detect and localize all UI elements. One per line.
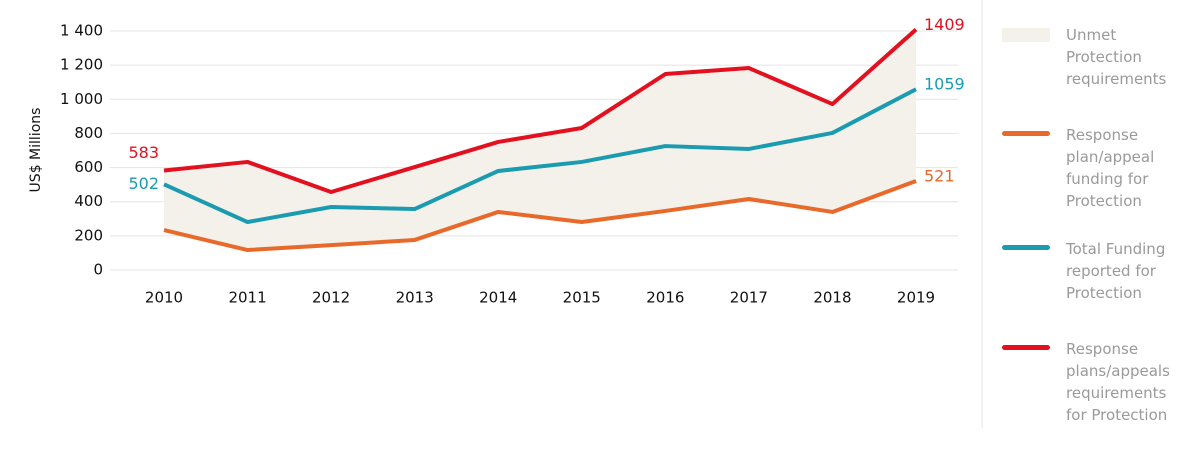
x-tick-label: 2013 (396, 289, 434, 307)
value-label: 583 (128, 143, 159, 162)
legend-swatch (1002, 28, 1050, 42)
y-tick-label: 0 (93, 261, 103, 279)
x-tick-label: 2019 (897, 289, 935, 307)
y-tick-label: 800 (74, 124, 103, 142)
x-tick-label: 2016 (646, 289, 684, 307)
y-tick-label: 1 000 (60, 90, 103, 108)
x-tick-label: 2012 (312, 289, 350, 307)
value-label: 521 (924, 167, 955, 186)
legend-label: Unmet Protection requirements (1066, 26, 1167, 88)
y-tick-label: 400 (74, 192, 103, 210)
legend-swatch (1002, 345, 1050, 350)
legend-label: Response plan/appeal funding for Protect… (1066, 126, 1155, 210)
value-label: 502 (128, 174, 159, 193)
y-tick-label: 1 400 (60, 22, 103, 40)
x-tick-label: 2015 (563, 289, 601, 307)
series-line (163, 87, 917, 225)
legend-swatch (1002, 245, 1050, 250)
value-label: 1409 (924, 15, 965, 34)
y-tick-label: 200 (74, 226, 103, 244)
series-line (163, 179, 917, 253)
x-tick-label: 2014 (479, 289, 517, 307)
x-tick-label: 2018 (813, 289, 851, 307)
x-tick-label: 2017 (730, 289, 768, 307)
series-line (163, 27, 918, 194)
unmet-area (164, 29, 916, 251)
x-tick-label: 2011 (228, 289, 266, 307)
y-tick-label: 1 200 (60, 56, 103, 74)
y-tick-label: 600 (74, 158, 103, 176)
legend-label: Response plans/appeals requirements for … (1066, 340, 1170, 424)
x-tick-label: 2010 (145, 289, 183, 307)
y-axis-label: US$ Millions (28, 108, 44, 193)
legend-swatch (1002, 131, 1050, 136)
legend-label: Total Funding reported for Protection (1066, 240, 1166, 302)
value-label: 1059 (924, 75, 965, 94)
